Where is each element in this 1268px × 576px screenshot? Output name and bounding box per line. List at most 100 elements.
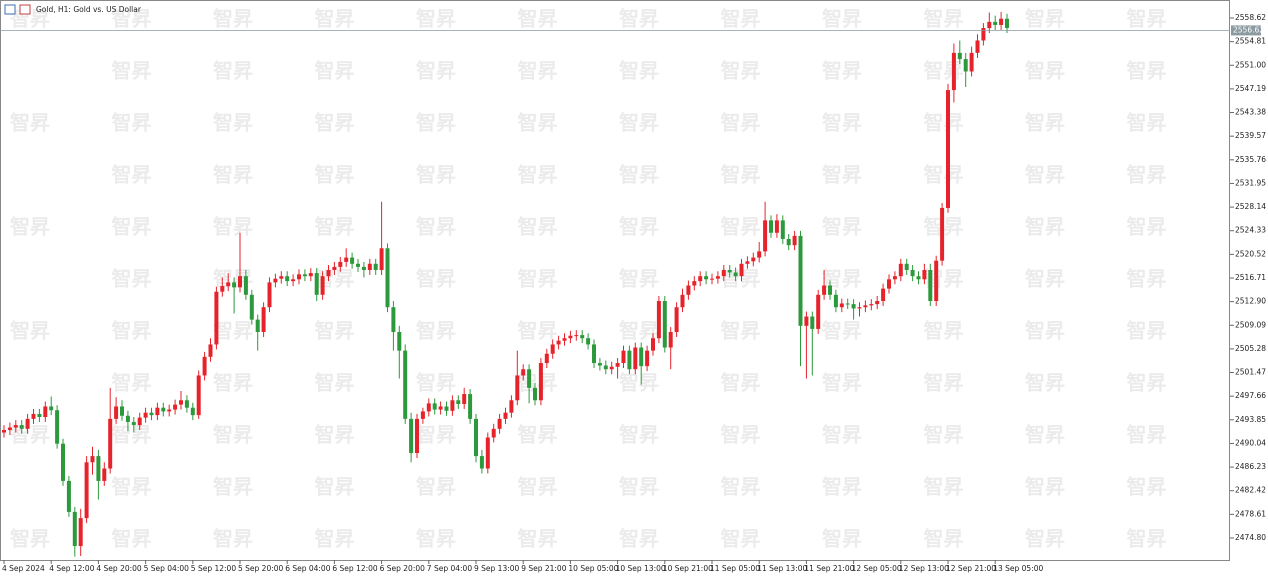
watermark: 智昇: [721, 371, 761, 395]
candle-body: [656, 301, 661, 339]
watermark: 智昇: [315, 59, 355, 83]
watermark: 智昇: [1127, 371, 1167, 395]
candle-body: [356, 263, 360, 267]
candle-body: [344, 257, 349, 262]
watermark: 智昇: [112, 111, 152, 135]
candle-body: [2, 430, 6, 433]
candle-body: [420, 411, 425, 419]
candle-body: [639, 347, 644, 367]
watermark: 智昇: [619, 475, 659, 499]
watermark: 智昇: [416, 319, 456, 343]
candle-body: [710, 278, 714, 280]
y-tick-label: 2520.52: [1235, 249, 1266, 258]
y-tick-label: 2482.42: [1235, 486, 1266, 495]
x-tick-label: 12 Sep 21:00: [946, 564, 996, 573]
candle-body: [196, 375, 201, 416]
watermark: 智昇: [1127, 163, 1167, 187]
candle-body: [774, 220, 779, 233]
x-tick-label: 4 Sep 20:00: [96, 564, 142, 573]
candle-body: [651, 338, 655, 351]
candle-body: [946, 90, 950, 208]
candle-body: [479, 456, 484, 469]
candle-body: [733, 272, 738, 277]
watermark: 智昇: [1025, 319, 1065, 343]
candle-body: [403, 350, 408, 419]
watermark: 智昇: [721, 423, 761, 447]
watermark: 智昇: [518, 319, 558, 343]
candle-body: [845, 303, 850, 305]
y-tick-label: 2474.80: [1235, 533, 1266, 542]
candle-body: [910, 269, 915, 277]
watermark: 智昇: [924, 527, 964, 551]
candle-body: [137, 417, 142, 426]
candle-body: [851, 304, 856, 309]
candle-body: [533, 387, 537, 401]
watermark: 智昇: [1127, 59, 1167, 83]
candle-body: [698, 276, 703, 282]
candle-body: [981, 28, 986, 41]
x-tick-label: 7 Sep 04:00: [427, 564, 473, 573]
candle-body: [662, 301, 667, 348]
current-price-label: 2556.62: [1233, 25, 1264, 34]
watermark: 智昇: [315, 371, 355, 395]
candle-body: [220, 286, 225, 292]
candle-body: [574, 335, 579, 337]
watermark: 智昇: [721, 111, 761, 135]
candle-body: [214, 291, 219, 345]
candle-body: [527, 369, 532, 388]
y-tick-label: 2478.61: [1235, 509, 1266, 518]
candle-body: [155, 407, 160, 416]
candle-body: [43, 406, 48, 418]
x-tick-label: 11 Sep 13:00: [757, 564, 807, 573]
candle-body: [940, 207, 945, 261]
watermark: 智昇: [112, 215, 152, 239]
candle-body: [485, 437, 490, 469]
candle-body: [957, 52, 962, 60]
candle-body: [592, 344, 596, 364]
watermark: 智昇: [924, 371, 964, 395]
candle-body: [898, 263, 903, 277]
watermark: 智昇: [1025, 111, 1065, 135]
candle-body: [173, 404, 178, 410]
x-tick-label: 6 Sep 12:00: [332, 564, 378, 573]
watermark: 智昇: [213, 319, 253, 343]
y-tick-label: 2547.19: [1235, 84, 1266, 93]
x-tick-label: 10 Sep 13:00: [616, 564, 666, 573]
candle-body: [1005, 18, 1009, 29]
candle-body: [556, 340, 561, 345]
watermark: 智昇: [213, 111, 253, 135]
candle-body: [916, 276, 921, 280]
candle-body: [497, 418, 502, 429]
candle-body: [249, 294, 254, 320]
current-price-box: [1231, 25, 1261, 36]
candle-body: [108, 418, 113, 469]
candle-body: [66, 480, 71, 512]
candle-body: [238, 276, 242, 288]
x-tick-label: 4 Sep 2024: [2, 564, 45, 573]
y-tick-label: 2493.85: [1235, 415, 1266, 424]
candle-body: [143, 412, 148, 418]
watermark: 智昇: [416, 267, 456, 291]
candle-body: [780, 220, 785, 239]
candle-body: [391, 307, 396, 333]
candle-body: [291, 279, 296, 282]
candle-body: [904, 263, 909, 270]
watermark: 智昇: [213, 163, 253, 187]
candle-body: [90, 456, 95, 463]
x-tick-label: 5 Sep 12:00: [191, 564, 237, 573]
candle-body: [179, 400, 183, 405]
watermark: 智昇: [213, 527, 253, 551]
watermark: 智昇: [315, 527, 355, 551]
candle-body: [190, 407, 195, 416]
candle-body: [243, 276, 248, 295]
icon-grid: [4, 4, 16, 15]
candle-body: [816, 294, 821, 329]
watermark: 智昇: [1025, 475, 1065, 499]
watermark: 智昇: [416, 111, 456, 135]
watermark: 智昇: [518, 475, 558, 499]
candle-body: [769, 220, 773, 233]
candle-body: [928, 269, 933, 302]
x-tick-label: 6 Sep 20:00: [380, 564, 426, 573]
watermark: 智昇: [10, 527, 50, 551]
candle-body: [114, 406, 119, 419]
